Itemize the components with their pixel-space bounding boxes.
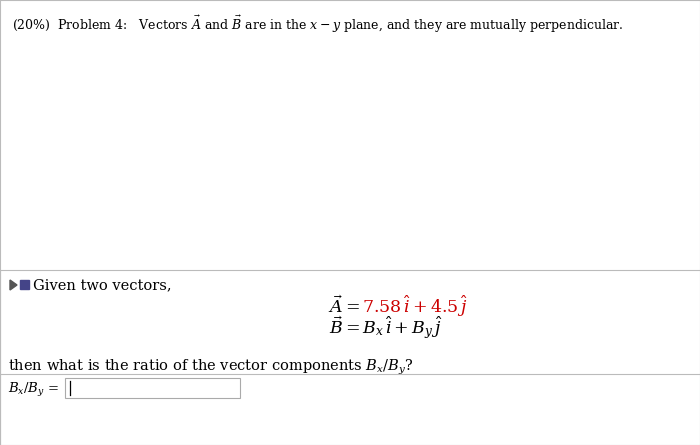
Text: $\vec{B} = $: $\vec{B} = $	[329, 316, 360, 338]
Text: $B_x\,\hat{i} + B_y\,\hat{j}$: $B_x\,\hat{i} + B_y\,\hat{j}$	[362, 315, 442, 342]
Text: then what is the ratio of the vector components $B_x/B_y$?: then what is the ratio of the vector com…	[8, 358, 414, 377]
FancyBboxPatch shape	[65, 378, 240, 398]
Text: Given two vectors,: Given two vectors,	[33, 278, 172, 292]
Text: $\vec{A} = $: $\vec{A} = $	[328, 295, 360, 317]
Text: (20%)  Problem 4:   Vectors $\vec{A}$ and $\vec{B}$ are in the $x - y$ plane, an: (20%) Problem 4: Vectors $\vec{A}$ and $…	[12, 14, 624, 35]
Text: $7.58\,\hat{i} + 4.5\,\hat{j}$: $7.58\,\hat{i} + 4.5\,\hat{j}$	[362, 294, 468, 319]
Text: $B_x/B_y$ =: $B_x/B_y$ =	[8, 381, 59, 399]
Polygon shape	[10, 280, 17, 290]
FancyBboxPatch shape	[20, 280, 29, 289]
